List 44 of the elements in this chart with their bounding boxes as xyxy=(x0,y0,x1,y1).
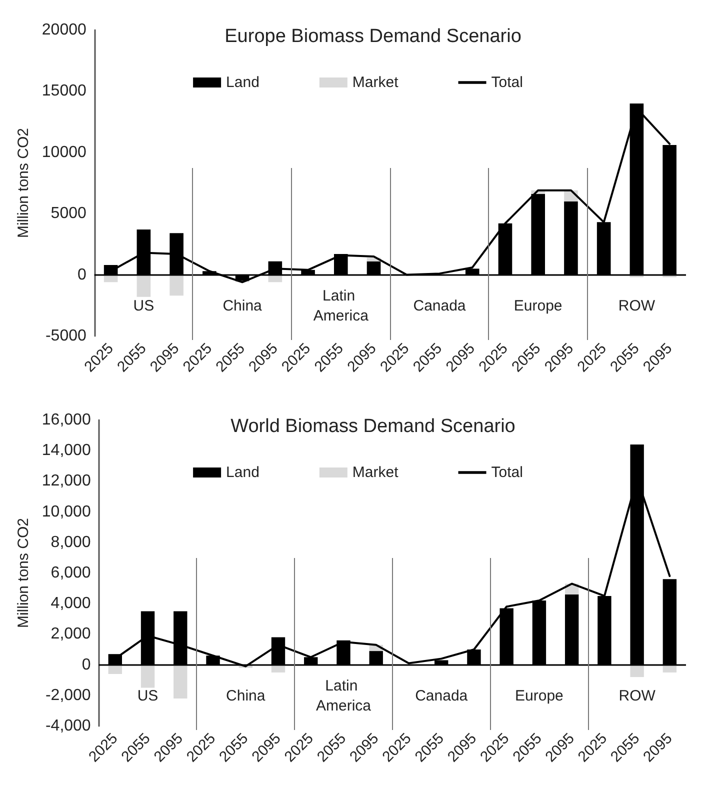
legend-label: Market xyxy=(352,464,400,481)
y-tick-label: 16,000 xyxy=(42,412,91,428)
annotation: US xyxy=(133,298,154,314)
annotation: US xyxy=(137,688,158,704)
legend-label: Land xyxy=(226,464,260,481)
y-tick-label: 14,000 xyxy=(42,442,91,460)
annotation: Latin America xyxy=(316,678,372,714)
annotation: China xyxy=(226,688,266,704)
y-tick-label: -5000 xyxy=(45,328,86,344)
y-tick-label: 6,000 xyxy=(50,564,91,582)
y-tick-label: 10000 xyxy=(42,144,86,161)
legend-label: Market xyxy=(352,74,400,91)
annotation: Europe xyxy=(514,298,562,314)
y-tick-label: -2,000 xyxy=(45,686,91,704)
bar xyxy=(170,274,184,296)
annotation: ROW xyxy=(618,298,656,314)
y-tick-label: 15000 xyxy=(42,82,86,100)
annotation: Latin America xyxy=(313,288,370,324)
legend-label: Total xyxy=(491,74,523,91)
y-tick-label: 0 xyxy=(77,266,86,284)
bar xyxy=(174,664,188,698)
annotation: Europe xyxy=(515,688,564,704)
y-tick-label: 4,000 xyxy=(50,595,91,612)
y-tick-label: 10,000 xyxy=(42,503,91,520)
legend-label: Total xyxy=(491,464,523,481)
bar xyxy=(630,664,644,678)
y-tick-label: 12,000 xyxy=(42,472,91,490)
y-tick-label: 0 xyxy=(82,656,91,674)
y-tick-label: 20000 xyxy=(42,22,86,38)
annotation: Canada xyxy=(415,688,468,704)
bar xyxy=(136,274,151,297)
annotation: China xyxy=(222,298,263,314)
y-tick-label: 2,000 xyxy=(50,626,91,643)
chart-title: Europe Biomass Demand Scenario xyxy=(224,26,522,47)
y-axis-title: Million tons CO2 xyxy=(15,128,32,238)
y-tick-label: -4,000 xyxy=(45,718,91,734)
y-tick-label: 5000 xyxy=(50,205,86,222)
annotation: Canada xyxy=(413,298,466,314)
y-axis-title: Million tons CO2 xyxy=(15,518,32,628)
annotation: ROW xyxy=(618,688,656,704)
bar xyxy=(140,664,155,688)
legend-label: Land xyxy=(226,74,260,91)
chart-title: World Biomass Demand Scenario xyxy=(230,416,516,437)
y-tick-label: 8,000 xyxy=(50,534,91,551)
